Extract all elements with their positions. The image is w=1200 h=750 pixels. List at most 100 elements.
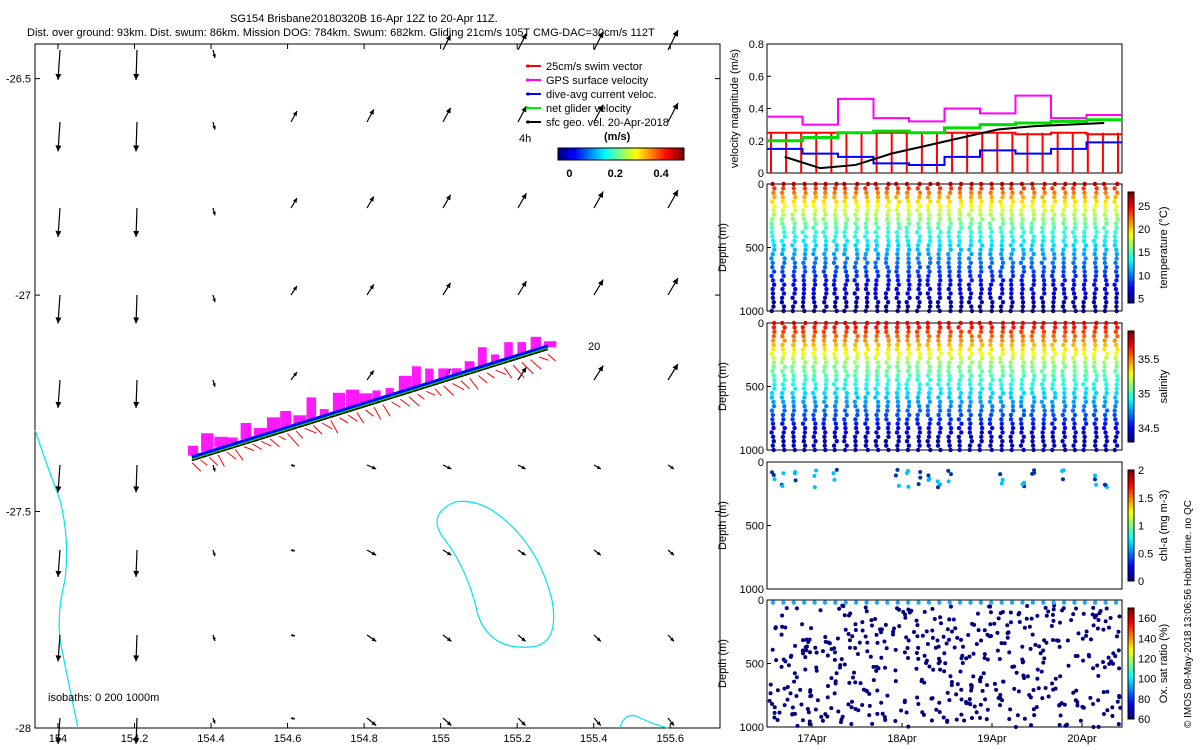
gps-surface-velocity	[372, 390, 381, 400]
depth-tick-label: 1000	[740, 722, 764, 734]
map-x-tick-label: 155.6	[656, 733, 684, 745]
gps-surface-velocity	[477, 347, 487, 368]
swim-vector	[321, 422, 333, 430]
gps-surface-velocity	[530, 336, 542, 352]
gps-surface-velocity	[398, 375, 412, 392]
colorbar-tick-label: 100	[1138, 674, 1156, 686]
velocity-arrow	[517, 549, 526, 556]
velocity-arrow	[442, 717, 452, 727]
swim-vector	[269, 438, 280, 448]
velocity-arrow	[517, 105, 527, 123]
swim-vector	[200, 459, 208, 466]
velocity-arrow	[517, 717, 527, 727]
glider-track	[187, 336, 557, 472]
velocity-arrow	[517, 464, 526, 470]
colorbar-tick-label: 1	[1138, 521, 1144, 533]
gps-surface-velocity	[543, 341, 557, 348]
velocity-arrow	[55, 717, 62, 745]
date-tick-label: 20Apr	[1067, 733, 1097, 745]
colorbar-tick-label: 120	[1138, 653, 1156, 665]
velocity-arrow	[133, 379, 140, 409]
isobath-corner	[619, 715, 669, 729]
velocity-arrow	[667, 277, 679, 296]
swim-vector	[365, 409, 374, 417]
depth-tick-label: 500	[746, 243, 764, 255]
colorbar-tick-label: 15	[1138, 247, 1150, 259]
vel-series-line	[784, 122, 1105, 170]
swim-vector	[217, 454, 225, 467]
velocity-arrow	[212, 549, 216, 557]
velocity-arrow	[133, 464, 140, 493]
gps-surface-velocity	[411, 366, 421, 388]
swim-vector	[243, 446, 255, 451]
vel-tick-label: 0.2	[749, 136, 764, 148]
velocity-arrow	[593, 717, 602, 727]
swim-vector	[486, 372, 495, 379]
velocity-arrow	[212, 121, 216, 130]
swim-vector	[478, 375, 488, 384]
swim-vector	[434, 388, 442, 397]
velocity-arrow	[366, 196, 375, 209]
swim-vector	[417, 393, 425, 400]
colorbar-tick-label: 60	[1138, 714, 1150, 726]
depth-axis-label: Depth (m)	[717, 362, 729, 411]
depth-axis-label: Depth (m)	[717, 223, 729, 272]
depth-axis-label: Depth (m)	[717, 501, 729, 550]
velocity-arrow	[212, 379, 216, 387]
colorbar-tick-label: 160	[1138, 613, 1156, 625]
vel-series-line	[767, 94, 1122, 126]
legend-marker	[526, 78, 530, 82]
map-x-tick-label: 154.4	[197, 733, 225, 745]
colorbar-tick-label: 35	[1138, 388, 1150, 400]
gps-surface-velocity	[266, 417, 281, 432]
depth-tick-label: 500	[746, 521, 764, 533]
velocity-arrow	[517, 634, 526, 642]
title-line-1: SG154 Brisbane20180320B 16-Apr 12Z to 20…	[230, 13, 498, 25]
velocity-arrow	[667, 102, 679, 123]
vel-tick-label: 0	[758, 168, 764, 180]
colorbar-tick-label: 0.4	[653, 168, 669, 180]
velocity-arrow	[667, 717, 675, 726]
velocity-arrow	[442, 464, 452, 470]
velocity-arrow	[212, 49, 216, 59]
velocity-arrow	[517, 192, 527, 209]
date-tick-label: 18Apr	[887, 733, 917, 745]
velocity-arrow	[133, 49, 140, 81]
gps-surface-velocity	[385, 387, 394, 396]
colorbar-tick-label: 10	[1138, 270, 1150, 282]
velocity-arrow	[366, 717, 377, 727]
velocity-arrow	[667, 464, 675, 470]
net-glider-velocity	[191, 347, 549, 461]
velocity-arrow	[290, 463, 296, 467]
swim-vector	[408, 396, 420, 407]
map-x-tick-label: 154.6	[274, 733, 302, 745]
velocity-arrow	[667, 549, 675, 556]
colorbar-tick-label: 35.5	[1138, 354, 1159, 366]
isobaths-label: isobaths: 0 200 1000m	[48, 692, 159, 704]
velocity-arrow	[212, 294, 216, 303]
depth-tick-label: 500	[746, 382, 764, 394]
velocity-arrow	[55, 634, 62, 662]
legend-marker	[526, 106, 530, 110]
map-legend: 25cm/s swim vector GPS surface velocity di…	[519, 61, 685, 180]
depth-tick-label: 0	[758, 595, 764, 607]
day-label: 20	[588, 341, 600, 353]
section-chl: 0 500 1000 Depth (m) 0 0.5 1 1.5 2 chl-a (mg m-3)	[717, 457, 1170, 596]
colorbar-label: salinity	[1158, 369, 1170, 403]
velocity-arrow	[133, 717, 140, 745]
velocity-arrow	[133, 549, 140, 578]
depth-tick-label: 500	[746, 659, 764, 671]
swim-vector	[339, 417, 349, 424]
colorbar-tick-label: 20	[1138, 224, 1150, 236]
gps-surface-velocity	[504, 342, 513, 360]
vel-series-line	[767, 118, 1122, 143]
gps-surface-velocity	[187, 445, 199, 456]
velocity-arrow	[667, 634, 675, 642]
swim-vector	[382, 404, 391, 417]
legend-marker	[526, 92, 530, 96]
colorbar-tick-label: 140	[1138, 633, 1156, 645]
depth-axis-label: Depth (m)	[717, 639, 729, 688]
velocity-arrow	[133, 207, 140, 238]
section-sal: 0 500 1000 Depth (m) 34.5 35 35.5 salinity	[717, 318, 1170, 457]
map-y-tick-label: -26.5	[6, 74, 31, 86]
